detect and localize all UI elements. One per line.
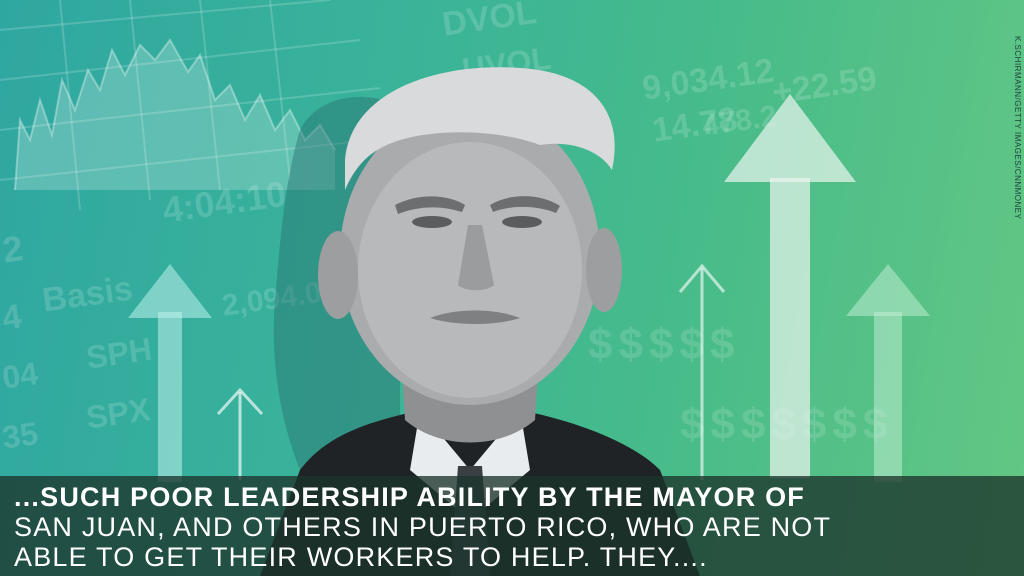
caption-line-2: SAN JUAN, AND OTHERS IN PUERTO RICO, WHO… [14,512,832,542]
up-arrow-icon [128,264,212,482]
up-arrow-icon [846,264,930,482]
up-arrow-icon [216,387,264,480]
dollar-signs: $$$$$ [588,320,741,369]
caption-bar: ...SUCH POOR LEADERSHIP ABILITY BY THE M… [0,476,1024,576]
caption-line-1: ...SUCH POOR LEADERSHIP ABILITY BY THE M… [14,482,806,512]
stock-chart-grid [0,0,391,211]
stock-chart-area [15,40,335,190]
stock-chart-line [14,38,336,191]
up-arrow-icon [678,263,726,480]
caption-line-3: ABLE TO GET THEIR WORKERS TO HELP. THEY.… [14,542,708,572]
up-arrow-icon [724,94,856,478]
photo-credit: K.SCHIRMANN/GETTY IMAGES/CNNMONEY [1013,36,1022,220]
